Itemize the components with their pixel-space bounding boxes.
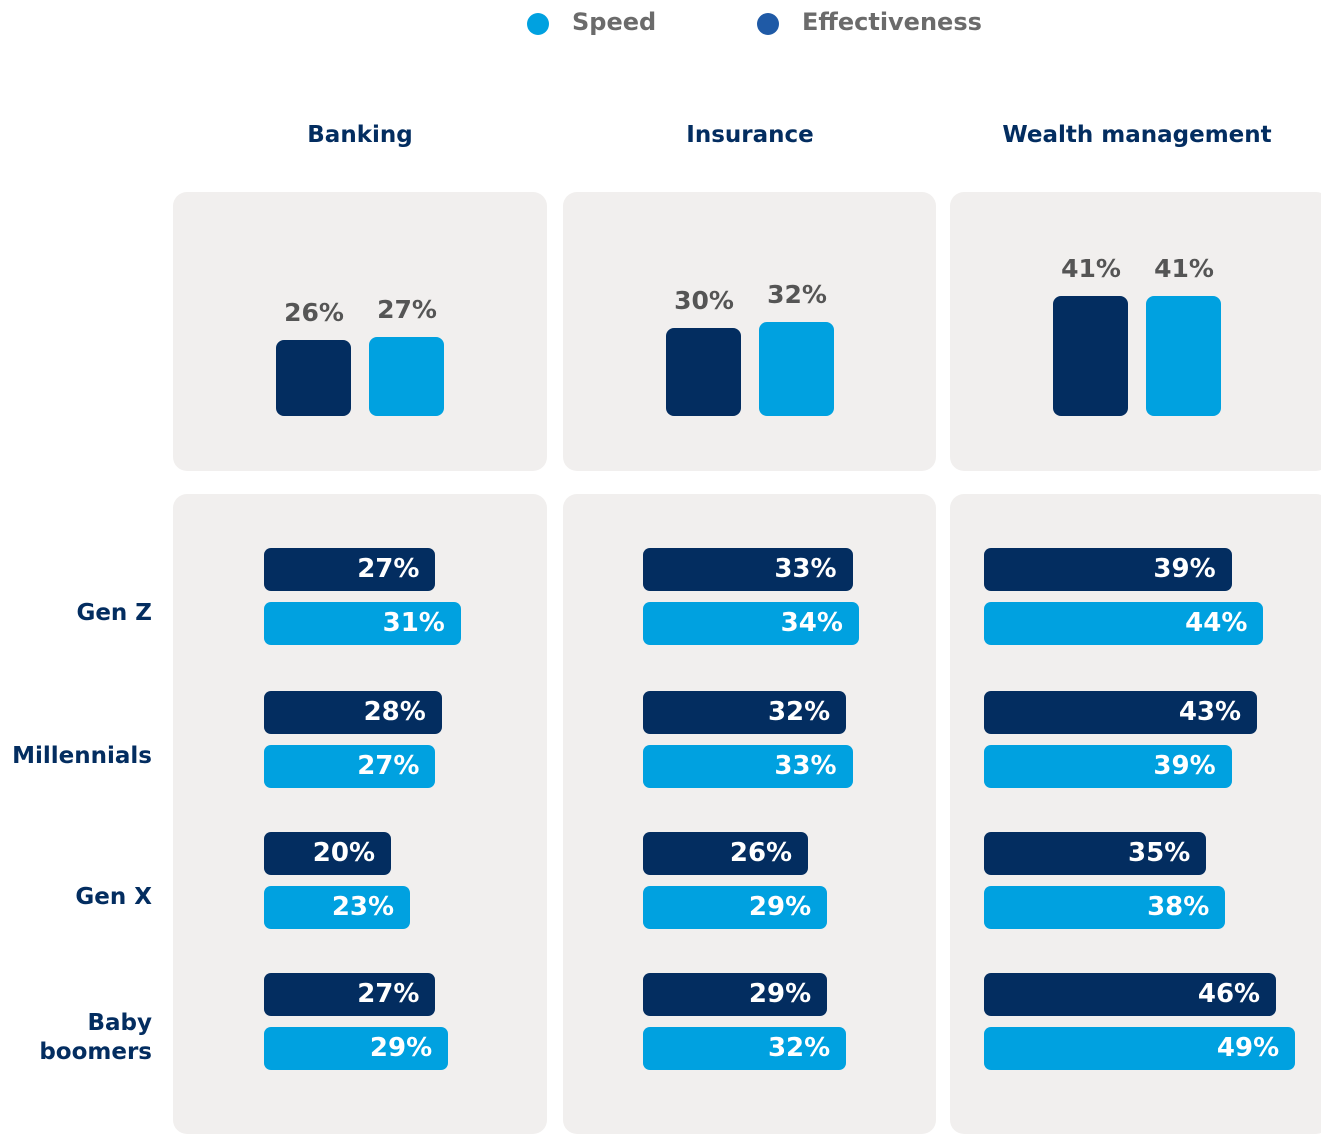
hbar: 29% (643, 973, 828, 1016)
hbar: 23% (264, 886, 411, 929)
hbar: 44% (984, 602, 1264, 645)
legend-label: Speed (572, 8, 657, 36)
hbar: 32% (643, 1027, 847, 1070)
bar (369, 336, 444, 416)
hbar: 29% (643, 886, 828, 929)
hbar: 31% (264, 602, 461, 645)
hbar: 38% (984, 886, 1226, 929)
hbar: 35% (984, 832, 1207, 875)
hbar: 27% (264, 973, 436, 1016)
legend-marker (527, 13, 549, 35)
hbar: 39% (984, 745, 1232, 788)
bar (759, 322, 834, 416)
hbar: 27% (264, 745, 436, 788)
value-label: 41% (1061, 253, 1121, 283)
category-title: Banking (307, 122, 413, 148)
hbar: 27% (264, 548, 436, 591)
bar (1146, 295, 1221, 416)
hbar: 34% (643, 602, 859, 645)
hbar: 43% (984, 691, 1258, 734)
bar (666, 328, 741, 416)
legend-marker (757, 13, 779, 35)
hbar: 20% (264, 832, 391, 875)
value-label: 27% (377, 294, 437, 324)
hbar: 33% (643, 745, 853, 788)
group-label: Baby boomers (39, 1010, 152, 1065)
bar (1053, 295, 1128, 416)
hbar: 28% (264, 691, 442, 734)
value-label: 32% (767, 280, 827, 310)
legend-label: Effectiveness (802, 8, 982, 36)
hbar: 26% (643, 832, 809, 875)
panel (950, 192, 1321, 471)
value-label: 30% (674, 286, 734, 316)
group-label: Gen X (75, 883, 152, 910)
category-title: Insurance (686, 122, 814, 148)
hbar: 39% (984, 548, 1232, 591)
group-label: Millennials (12, 742, 152, 769)
value-label: 41% (1154, 253, 1214, 283)
hbar: 29% (264, 1027, 449, 1070)
hbar: 49% (984, 1027, 1296, 1070)
bar (276, 339, 351, 416)
hbar: 46% (984, 973, 1277, 1016)
hbar: 33% (643, 548, 853, 591)
panel (173, 192, 547, 471)
group-label: Gen Z (76, 599, 152, 626)
category-title: Wealth management (1002, 122, 1272, 148)
value-label: 26% (284, 297, 344, 327)
hbar: 32% (643, 691, 847, 734)
panel (563, 192, 936, 471)
